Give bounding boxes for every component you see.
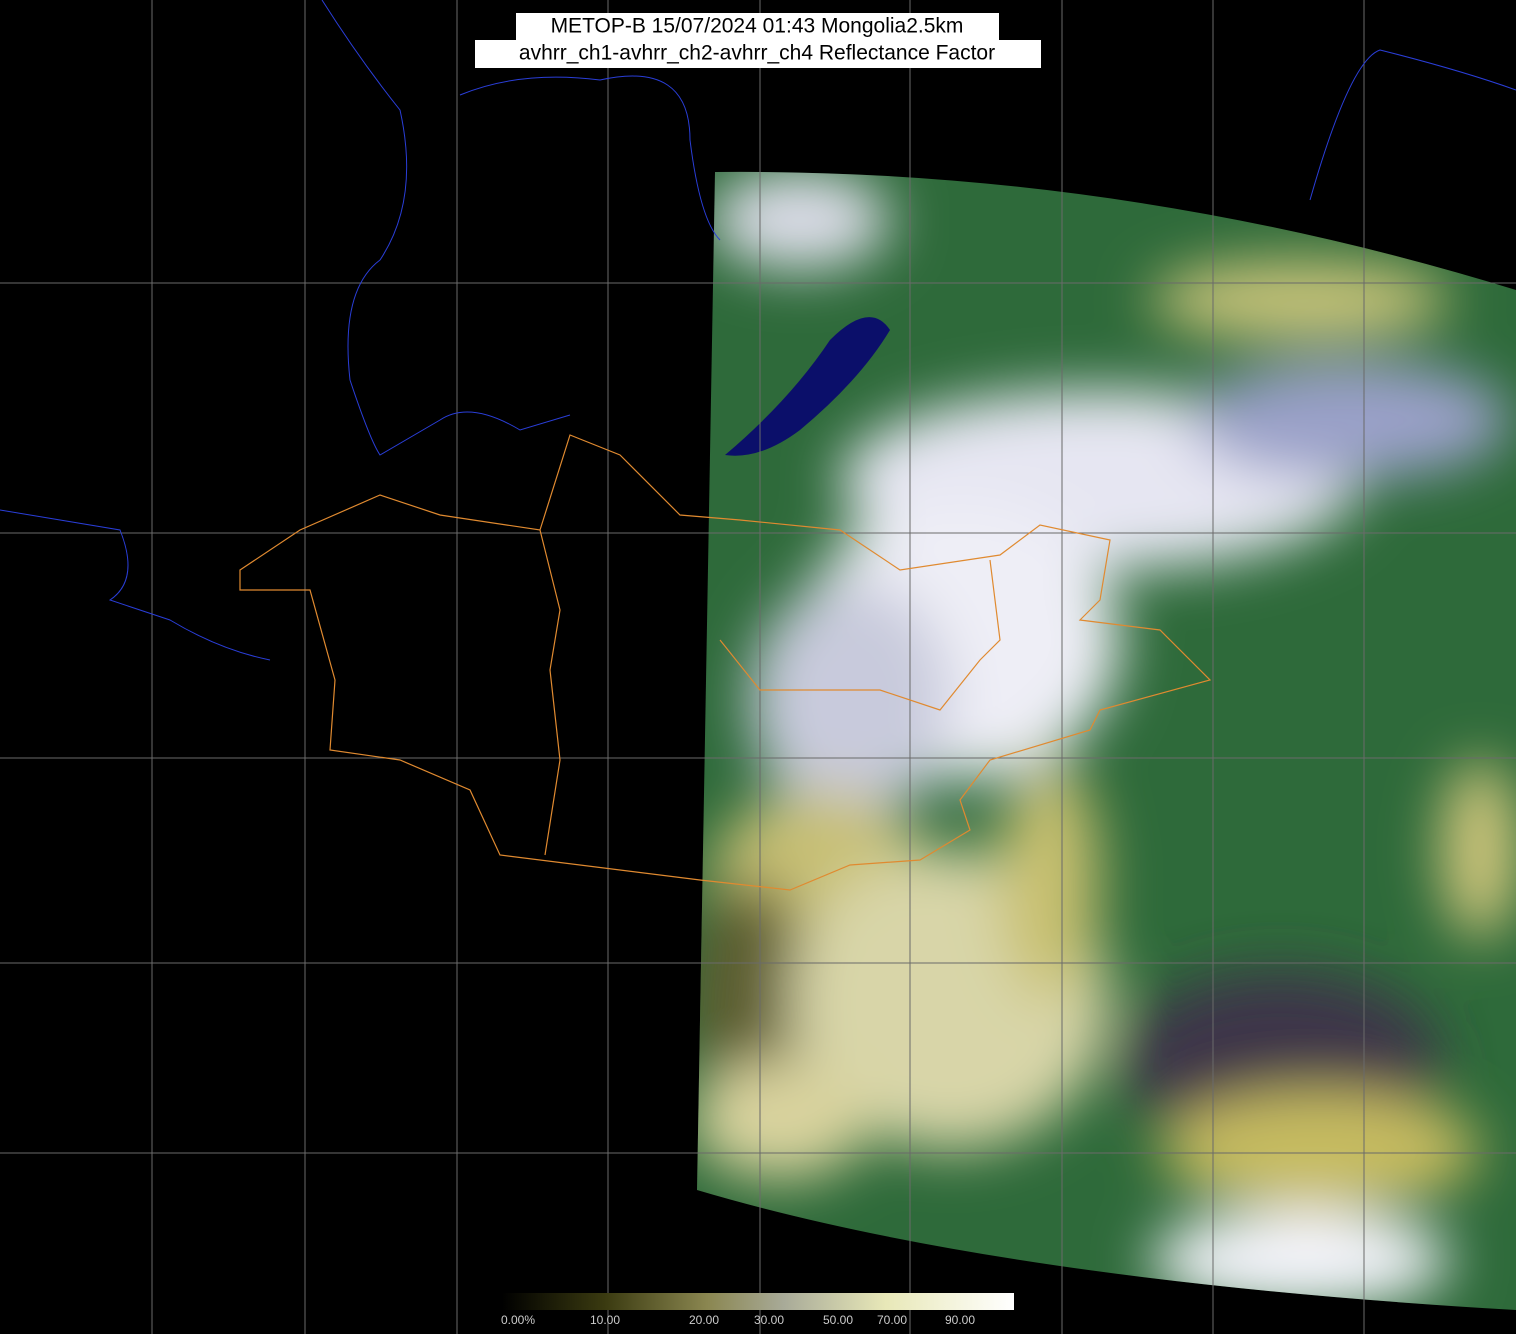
colorbar-label: 30.00 xyxy=(754,1313,784,1327)
colorbar-labels: 0.00% 10.00 20.00 30.00 50.00 70.00 90.00 xyxy=(501,1313,975,1327)
colorbar-label: 10.00 xyxy=(590,1313,620,1327)
subtitle-box xyxy=(475,40,1041,68)
satellite-swath xyxy=(697,171,1516,1310)
colorbar xyxy=(502,1293,1014,1310)
colorbar-label: 20.00 xyxy=(689,1313,719,1327)
title-box xyxy=(516,13,999,40)
colorbar-label: 90.00 xyxy=(945,1313,975,1327)
admin-borders xyxy=(239,434,1212,891)
title: METOP-B 15/07/2024 01:43 Mongolia2.5km xyxy=(551,15,964,38)
colorbar-label: 70.00 xyxy=(877,1313,907,1327)
colorbar-label: 50.00 xyxy=(823,1313,853,1327)
title-block: METOP-B 15/07/2024 01:43 Mongolia2.5km a… xyxy=(475,13,1041,68)
subtitle: avhrr_ch1-avhrr_ch2-avhrr_ch4 Reflectanc… xyxy=(519,42,995,65)
colorbar-label: 0.00% xyxy=(501,1313,535,1327)
borders xyxy=(0,0,1516,661)
